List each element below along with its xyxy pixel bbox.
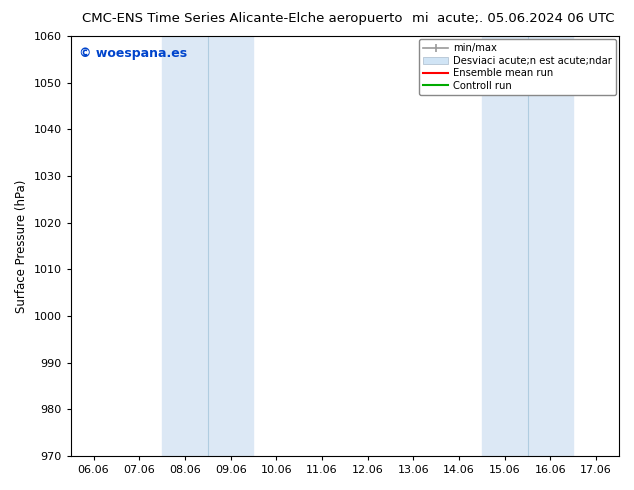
Text: © woespana.es: © woespana.es	[79, 47, 187, 60]
Text: mi  acute;. 05.06.2024 06 UTC: mi acute;. 05.06.2024 06 UTC	[413, 12, 615, 25]
Text: CMC-ENS Time Series Alicante-Elche aeropuerto: CMC-ENS Time Series Alicante-Elche aerop…	[82, 12, 403, 25]
Bar	[162, 36, 254, 456]
Bar	[482, 36, 573, 456]
Y-axis label: Surface Pressure (hPa): Surface Pressure (hPa)	[15, 179, 28, 313]
Legend: min/max, Desviaci acute;n est acute;ndar, Ensemble mean run, Controll run: min/max, Desviaci acute;n est acute;ndar…	[419, 39, 616, 95]
